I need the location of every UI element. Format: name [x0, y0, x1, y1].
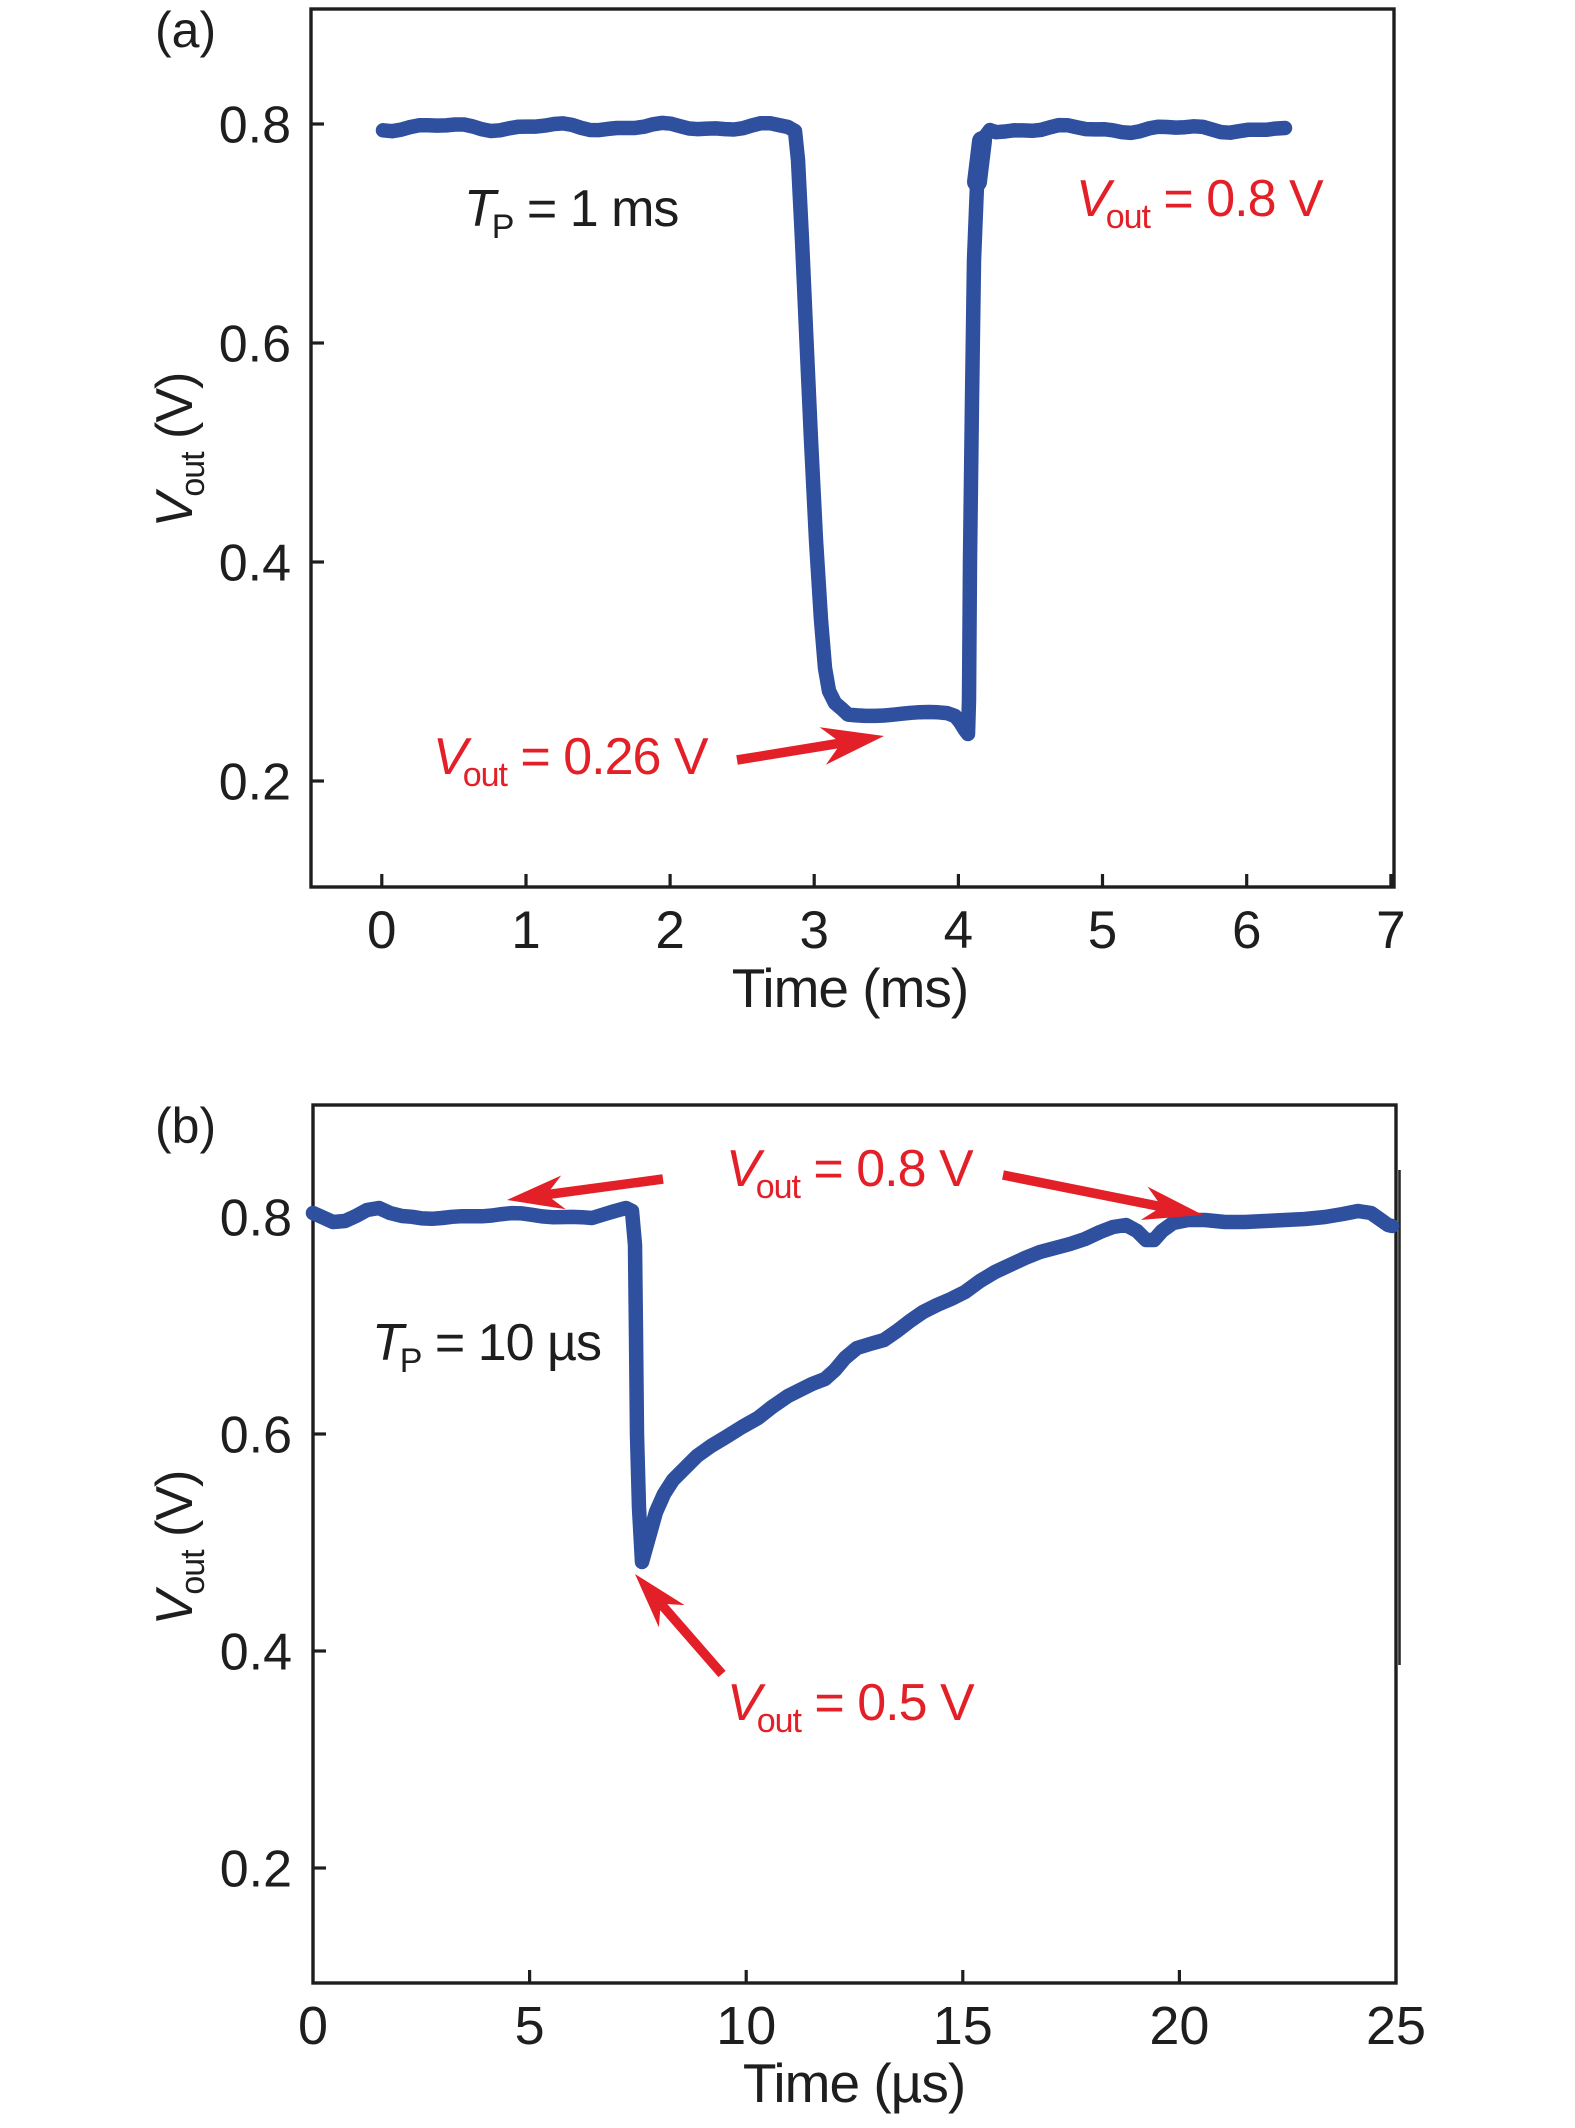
svg-text:0: 0: [367, 901, 396, 960]
svg-text:6: 6: [1232, 901, 1261, 960]
svg-text:Vout = 0.26 V: Vout = 0.26 V: [433, 728, 709, 794]
svg-text:Time (µs): Time (µs): [743, 2052, 965, 2114]
svg-text:TP = 1 ms: TP = 1 ms: [464, 180, 678, 246]
svg-text:0.6: 0.6: [219, 316, 291, 374]
svg-text:Vout (V): Vout (V): [146, 373, 212, 528]
svg-text:2: 2: [655, 901, 684, 960]
svg-text:7: 7: [1376, 901, 1405, 960]
svg-text:5: 5: [1088, 901, 1117, 960]
svg-text:20: 20: [1149, 1996, 1209, 2056]
svg-text:0.8: 0.8: [219, 97, 291, 155]
svg-text:0.8: 0.8: [220, 1190, 292, 1248]
svg-text:0: 0: [298, 1996, 328, 2056]
svg-text:Time (ms): Time (ms): [732, 957, 968, 1019]
svg-text:TP = 10 µs: TP = 10 µs: [372, 1314, 601, 1380]
svg-text:(a): (a): [155, 2, 216, 58]
svg-text:25: 25: [1366, 1996, 1426, 2056]
svg-text:Vout = 0.8 V: Vout = 0.8 V: [726, 1140, 974, 1206]
svg-text:10: 10: [716, 1996, 776, 2056]
svg-text:Vout (V): Vout (V): [146, 1471, 212, 1626]
svg-text:1: 1: [511, 901, 540, 960]
svg-text:4: 4: [944, 901, 973, 960]
svg-text:0.2: 0.2: [219, 754, 291, 812]
svg-text:3: 3: [799, 901, 828, 960]
svg-text:(b): (b): [155, 1098, 216, 1154]
svg-text:0.4: 0.4: [220, 1624, 292, 1682]
svg-text:5: 5: [515, 1996, 545, 2056]
svg-text:0.2: 0.2: [220, 1841, 292, 1899]
svg-text:0.4: 0.4: [219, 535, 291, 593]
svg-text:15: 15: [933, 1996, 993, 2056]
svg-text:0.6: 0.6: [220, 1407, 292, 1465]
svg-text:Vout = 0.5 V: Vout = 0.5 V: [727, 1674, 975, 1740]
svg-text:Vout = 0.8 V: Vout = 0.8 V: [1076, 170, 1324, 236]
